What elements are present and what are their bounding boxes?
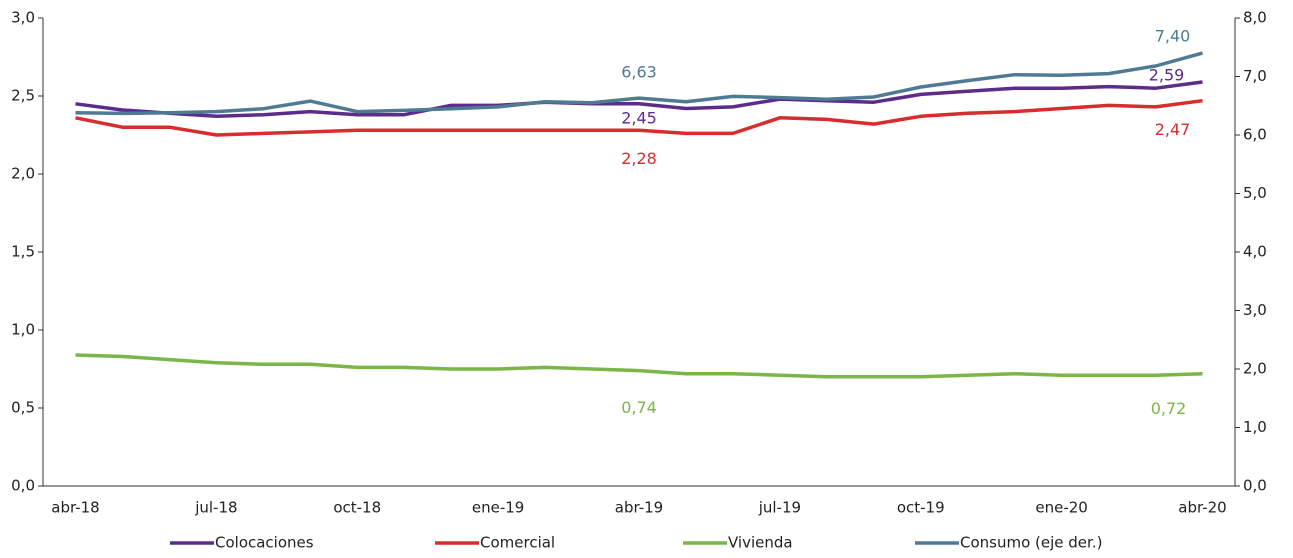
y-tick-label: 0,5 [11,399,35,417]
data-label: 7,40 [1155,27,1191,46]
y2-tick-label: 2,0 [1243,360,1267,378]
y2-tick-label: 6,0 [1243,126,1267,144]
x-tick-label: jul-19 [758,499,801,517]
y-tick-label: 2,0 [11,165,35,183]
y-tick-label: 1,5 [11,243,35,261]
y-tick-label: 3,0 [11,9,35,27]
y2-tick-label: 8,0 [1243,9,1267,27]
data-label: 2,47 [1155,120,1191,139]
y-tick-label: 1,0 [11,321,35,339]
data-label: 2,45 [621,108,657,127]
y2-tick-label: 4,0 [1243,243,1267,261]
x-tick-label: abr-18 [51,499,99,517]
data-label: 6,63 [621,63,657,82]
x-tick-label: abr-19 [615,499,663,517]
series-line [75,353,1203,379]
legend-label: Vivienda [728,534,793,552]
data-label: 2,28 [621,149,657,168]
x-tick-label: jul-18 [194,499,237,517]
data-label: 2,59 [1149,65,1185,84]
legend-label: Consumo (eje der.) [960,534,1102,552]
data-label: 0,74 [621,398,657,417]
x-tick-label: abr-20 [1178,499,1226,517]
legend-label: Colocaciones [215,534,314,552]
series-line [75,51,1203,116]
series-line [75,98,1203,137]
series-line [75,80,1203,119]
y2-tick-label: 7,0 [1243,67,1267,85]
y2-tick-label: 1,0 [1243,418,1267,436]
x-tick-label: ene-19 [472,499,524,517]
x-tick-label: oct-18 [333,499,381,517]
x-tick-label: oct-19 [897,499,945,517]
y-tick-label: 0,0 [11,477,35,495]
y2-tick-label: 5,0 [1243,184,1267,202]
legend-label: Comercial [480,534,555,552]
y2-tick-label: 3,0 [1243,301,1267,319]
x-tick-label: ene-20 [1035,499,1087,517]
data-label: 0,72 [1151,399,1187,418]
y2-tick-label: 0,0 [1243,477,1267,495]
y-tick-label: 2,5 [11,87,35,105]
